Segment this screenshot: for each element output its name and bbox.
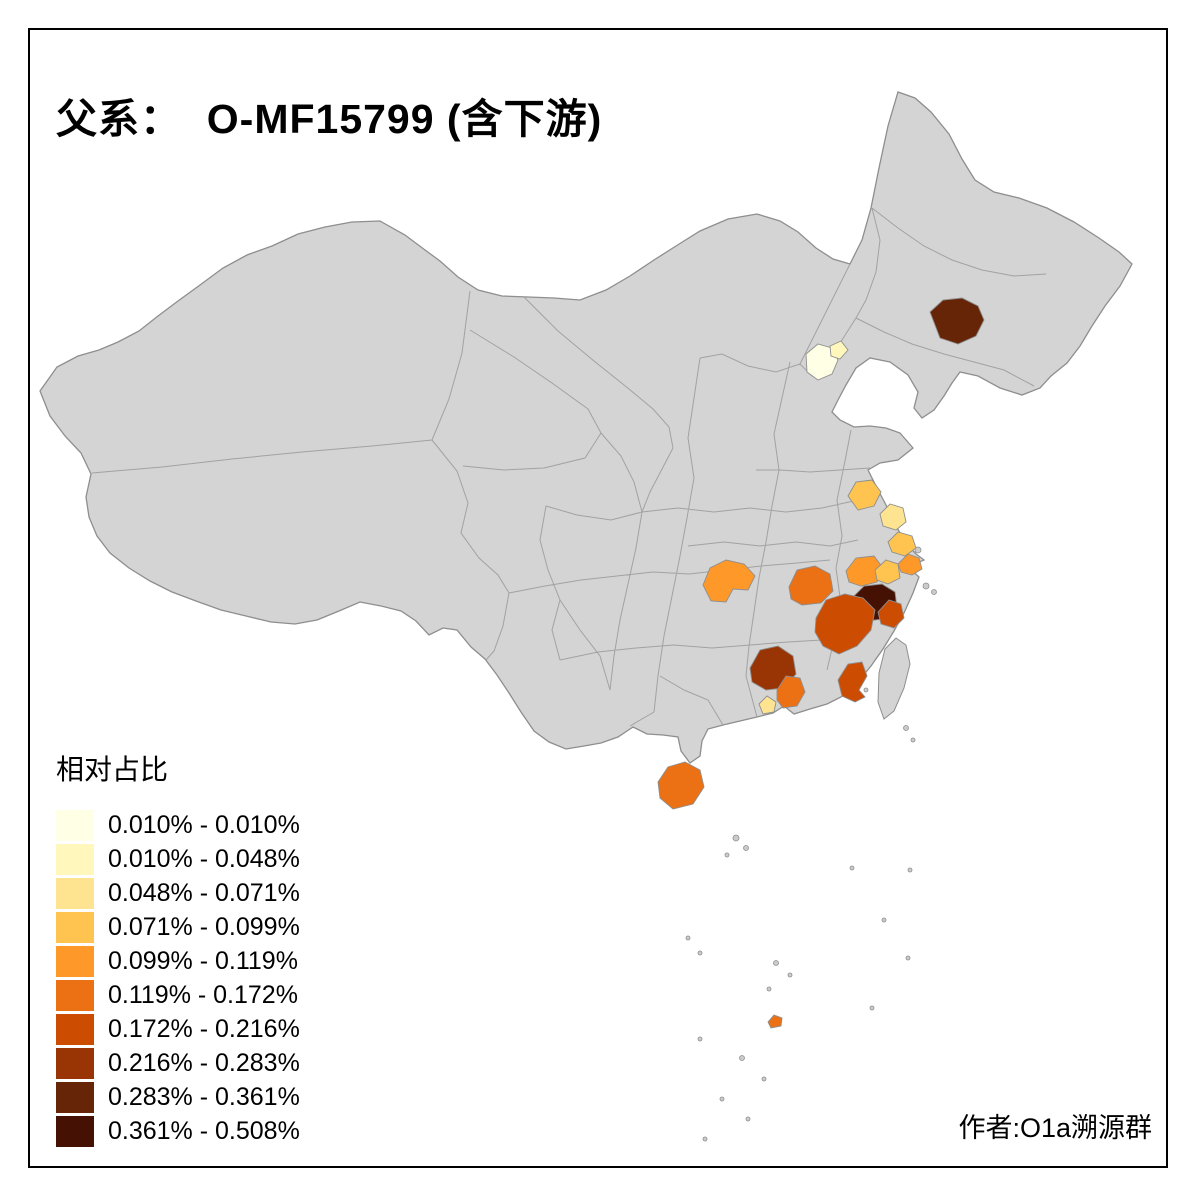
highlight-regions <box>657 297 985 1029</box>
region-jiangsu-east <box>879 503 907 531</box>
islet <box>719 1096 725 1102</box>
mainland-outline <box>39 91 1133 764</box>
islet <box>907 867 913 873</box>
legend-label: 0.119% - 0.172% <box>108 980 298 1009</box>
legend-title: 相对占比 <box>56 754 169 785</box>
islet <box>910 737 916 743</box>
province-borders <box>91 207 1047 727</box>
legend-item: 0.216% - 0.283% <box>56 1046 300 1080</box>
region-fujian-coast <box>837 661 868 703</box>
legend-swatch <box>56 945 94 977</box>
region-guangzhou <box>776 675 806 709</box>
islet <box>905 955 911 961</box>
region-pearl-delta-west <box>758 695 777 715</box>
legend-label: 0.283% - 0.361% <box>108 1082 300 1111</box>
islet <box>863 687 869 693</box>
legend-label: 0.216% - 0.283% <box>108 1048 300 1077</box>
islet <box>745 1116 751 1122</box>
islet <box>724 852 730 858</box>
legend-item: 0.361% - 0.508% <box>56 1114 300 1148</box>
legend-item: 0.048% - 0.071% <box>56 876 300 910</box>
region-jiangsu-central <box>847 479 882 511</box>
legend-item: 0.283% - 0.361% <box>56 1080 300 1114</box>
region-south-sea-island <box>767 1014 783 1029</box>
islet <box>787 972 793 978</box>
legend-items: 0.010% - 0.010% 0.010% - 0.048% 0.048% - 0… <box>56 808 300 1148</box>
legend-label: 0.172% - 0.216% <box>108 1014 300 1043</box>
region-hunan-northwest <box>702 559 756 603</box>
islet <box>903 725 909 731</box>
region-jiangxi-northeast <box>814 593 876 655</box>
sea-islets <box>685 546 937 1142</box>
islet <box>732 834 740 842</box>
legend-label: 0.361% - 0.508% <box>108 1116 300 1145</box>
islet <box>697 950 703 956</box>
islet <box>869 1005 875 1011</box>
islet <box>766 986 772 992</box>
legend-item: 0.119% - 0.172% <box>56 978 300 1012</box>
islet <box>931 589 937 595</box>
legend-swatch <box>56 911 94 943</box>
legend-swatch <box>56 843 94 875</box>
islet <box>739 1055 745 1061</box>
region-beijing <box>805 343 839 381</box>
legend-swatch <box>56 1047 94 1079</box>
legend-item: 0.071% - 0.099% <box>56 910 300 944</box>
islet <box>761 1076 767 1082</box>
legend-item: 0.010% - 0.010% <box>56 808 300 842</box>
islet <box>773 960 779 966</box>
figure-title: 父系： O-MF15799 (含下游) <box>56 96 603 143</box>
islet <box>743 845 749 851</box>
legend-label: 0.048% - 0.071% <box>108 878 300 907</box>
legend-label: 0.099% - 0.119% <box>108 946 298 975</box>
legend-item: 0.010% - 0.048% <box>56 842 300 876</box>
islet <box>849 865 855 871</box>
legend-swatch <box>56 1115 94 1147</box>
legend-item: 0.099% - 0.119% <box>56 944 300 978</box>
island-taiwan <box>877 637 911 720</box>
islet <box>697 1036 703 1042</box>
region-hainan <box>657 761 705 810</box>
legend-label: 0.010% - 0.010% <box>108 810 300 839</box>
legend-item: 0.172% - 0.216% <box>56 1012 300 1046</box>
region-jilin-area <box>929 297 985 345</box>
region-zhejiang-northeast <box>874 559 901 585</box>
region-beijing-east <box>829 340 849 360</box>
region-hubei-southeast <box>788 565 834 606</box>
region-shaoxing-ningbo <box>877 599 905 629</box>
islet <box>685 935 691 941</box>
region-shanghai-suzhou <box>897 553 923 576</box>
islet <box>702 1136 708 1142</box>
legend: 相对占比 0.010% - 0.010% 0.010% - 0.048% 0.048… <box>56 748 300 1148</box>
legend-swatch <box>56 979 94 1011</box>
islet <box>881 917 887 923</box>
islet <box>922 582 930 590</box>
legend-swatch <box>56 877 94 909</box>
legend-label: 0.010% - 0.048% <box>108 844 300 873</box>
legend-swatch <box>56 809 94 841</box>
attribution: 作者:O1a溯源群 <box>958 1113 1152 1143</box>
legend-swatch <box>56 1081 94 1113</box>
legend-swatch <box>56 1013 94 1045</box>
legend-label: 0.071% - 0.099% <box>108 912 300 941</box>
islet <box>914 546 922 554</box>
